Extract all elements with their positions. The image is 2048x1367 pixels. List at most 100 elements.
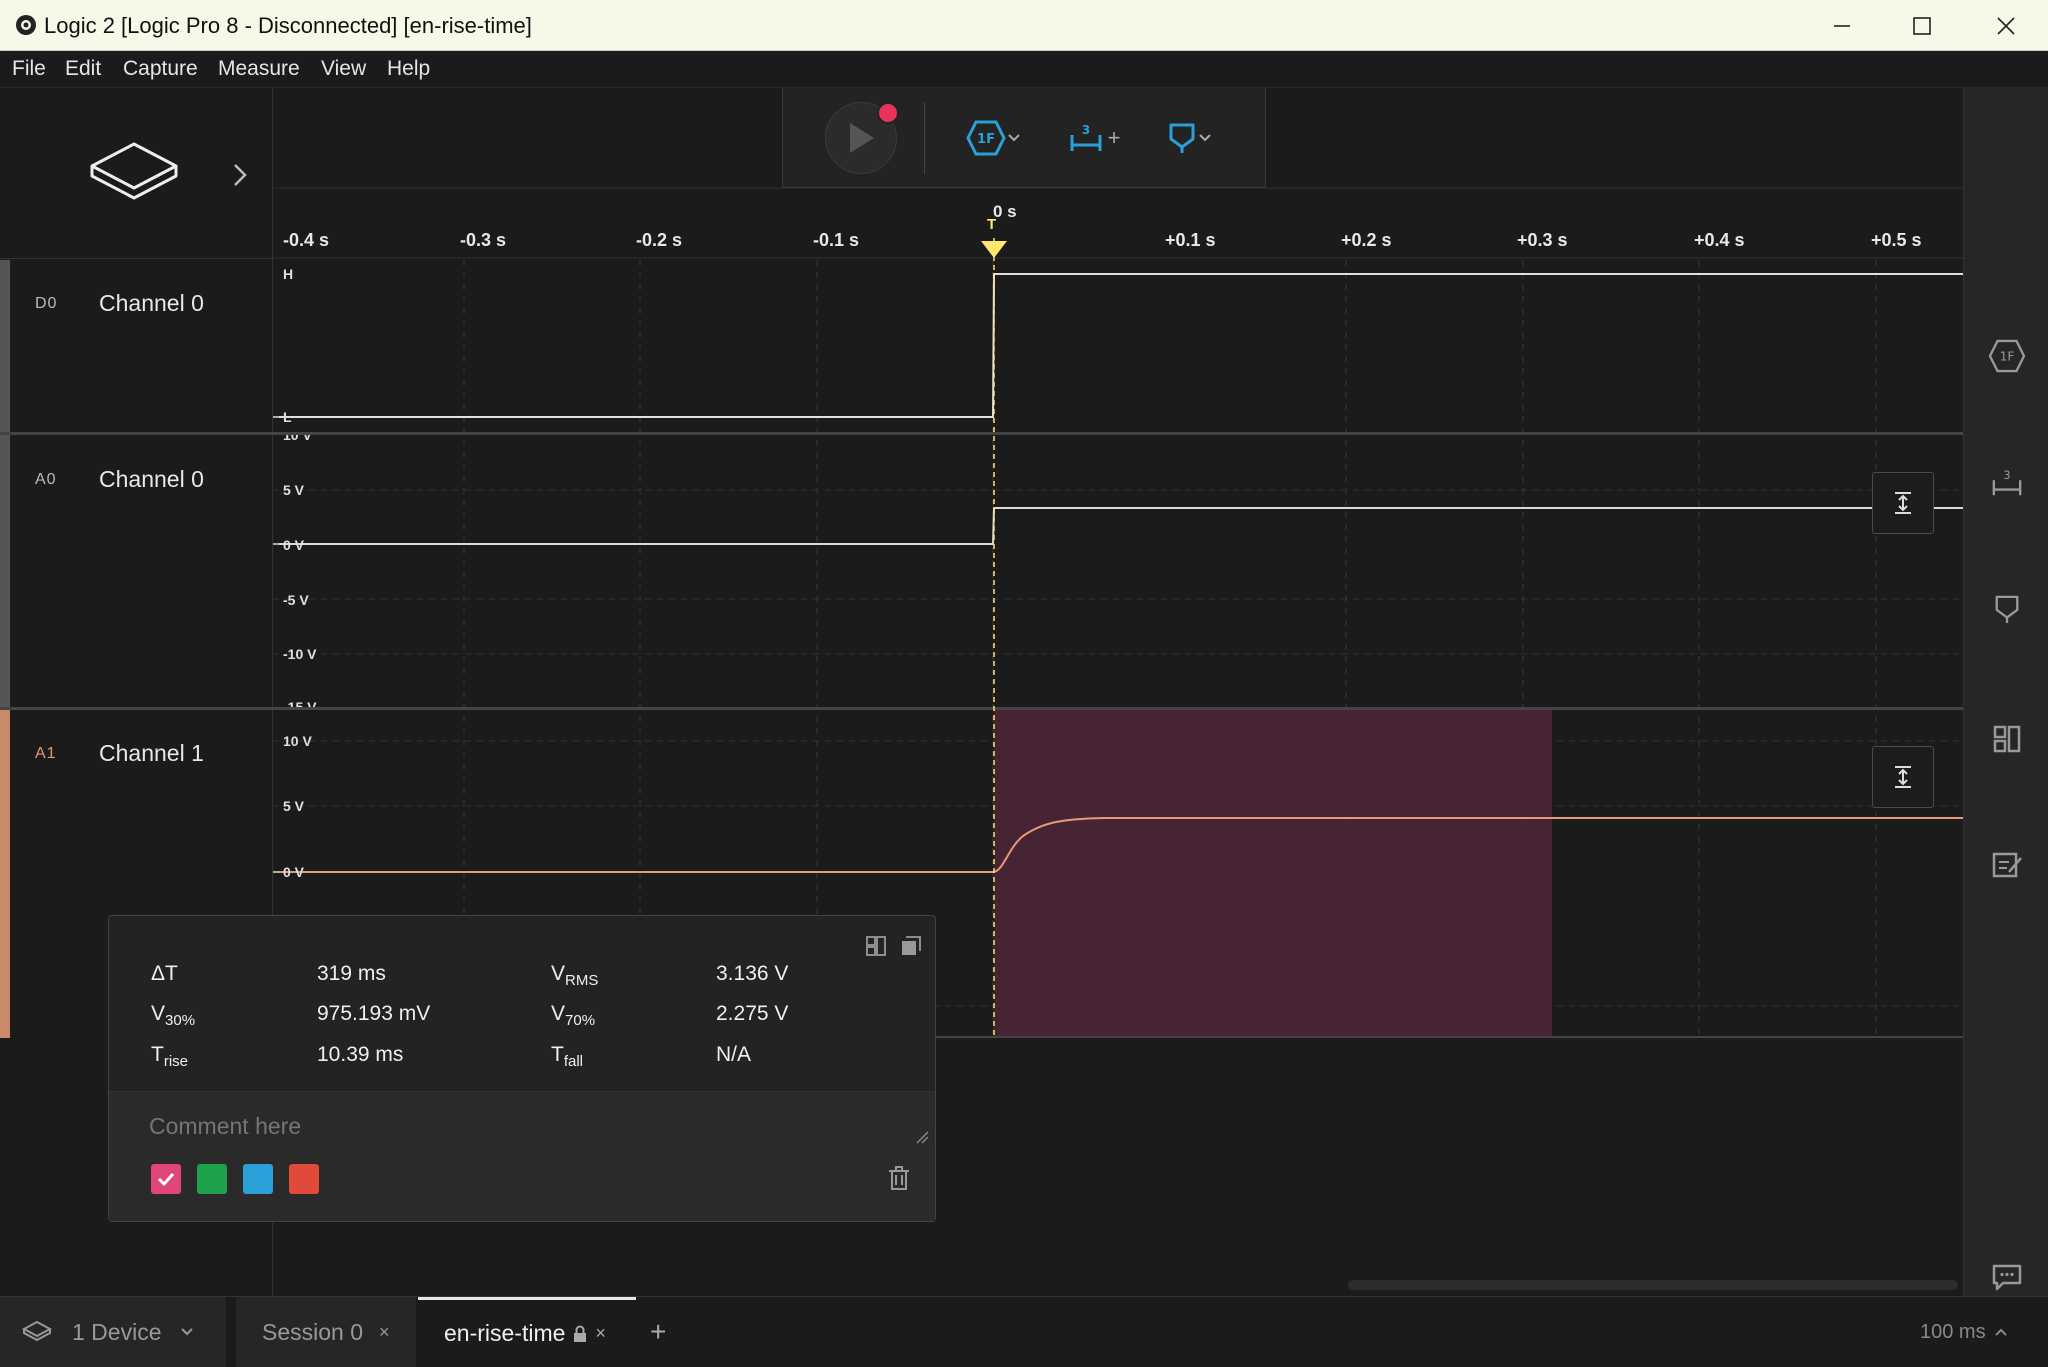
comment-bubble-icon	[1992, 1264, 2022, 1291]
level-label: L	[283, 409, 292, 425]
measurement-ruler-icon: 3	[1070, 123, 1102, 151]
comment-input[interactable]	[149, 1106, 869, 1146]
analog-autoscale-button-a1[interactable]	[1872, 746, 1934, 808]
trigger-hexagon-icon: 1F	[966, 120, 1006, 156]
trash-icon[interactable]	[887, 1166, 911, 1192]
a0-scale: 10 V 5 V 0 V -5 V -10 V -15 V	[273, 435, 393, 707]
menu-capture[interactable]: Capture	[123, 57, 198, 80]
pin-layout-icon[interactable]	[864, 934, 888, 958]
device-layers-icon	[22, 1320, 52, 1342]
svg-text:3: 3	[2003, 469, 2010, 482]
measure-label-v70: V70%	[551, 1002, 596, 1030]
measure-value-vrms: 3.136 V	[716, 962, 789, 985]
digital-trace-d0	[279, 273, 1963, 418]
menu-file[interactable]: File	[12, 57, 46, 80]
sidebar-notes-button[interactable]	[1984, 842, 2030, 888]
measurement-ruler-icon: 3	[1992, 469, 2022, 496]
plus-label: +	[1107, 125, 1121, 150]
play-icon	[850, 123, 874, 153]
channel-id-d0: D0	[35, 295, 58, 312]
color-swatch-blue[interactable]	[243, 1164, 273, 1194]
expand-panel-icon[interactable]	[230, 161, 250, 189]
measure-label-delta-t: ΔT	[151, 962, 178, 985]
level-label: -15 V	[283, 699, 317, 707]
level-label: -5 V	[283, 592, 309, 608]
channel-name-a1[interactable]: Channel 1	[99, 740, 204, 766]
chevron-up-icon	[1994, 1328, 2007, 1336]
close-tab-icon[interactable]: ×	[595, 1323, 606, 1343]
close-tab-icon[interactable]: ×	[379, 1321, 390, 1342]
measure-value-delta-t: 319 ms	[317, 962, 386, 985]
measure-label-trise: Trise	[151, 1043, 188, 1071]
device-selector[interactable]: 1 Device	[0, 1297, 226, 1367]
maximize-button[interactable]	[1882, 0, 1962, 51]
channel-color-strip-a0	[0, 435, 10, 707]
tab-label: en-rise-time	[444, 1320, 566, 1346]
measure-value-v30: 975.193 mV	[317, 1002, 431, 1025]
close-icon	[1997, 16, 2015, 35]
add-tab-button[interactable]: +	[650, 1316, 667, 1347]
level-label: H	[283, 266, 294, 282]
capture-toolbar: 1F 3 +	[782, 88, 1266, 188]
marker-flag-icon	[1169, 123, 1195, 153]
svg-text:3: 3	[1081, 123, 1089, 137]
autoscale-icon	[1895, 766, 1911, 788]
svg-text:1F: 1F	[2000, 350, 2015, 364]
channel-name-d0[interactable]: Channel 0	[99, 290, 204, 316]
time-tick: +0.1 s	[1165, 230, 1216, 250]
time-tick: +0.3 s	[1517, 230, 1568, 250]
analog-trace-a0	[279, 507, 1963, 545]
sidebar-measurements-button[interactable]: 3	[1984, 460, 2030, 506]
channel-color-strip-d0	[0, 260, 10, 434]
menu-help[interactable]: Help	[387, 57, 431, 80]
add-measurement-button[interactable]: 3 +	[1059, 116, 1129, 160]
right-sidebar: 1F 3	[1963, 88, 2048, 1353]
time-tick: +0.5 s	[1871, 230, 1922, 250]
close-button[interactable]	[1966, 0, 2046, 51]
sidebar-analyzers-button[interactable]	[1984, 716, 2030, 762]
resize-handle-icon[interactable]	[915, 1130, 929, 1144]
analog-trace-a1	[279, 817, 1963, 873]
sidebar-markers-button[interactable]	[1984, 586, 2030, 632]
menu-view[interactable]: View	[321, 57, 367, 80]
trigger-label: T	[987, 216, 997, 233]
lock-icon	[574, 1325, 587, 1342]
channel-id-a0: A0	[35, 471, 57, 488]
minimize-button[interactable]	[1802, 0, 1882, 51]
level-label: 10 V	[283, 435, 312, 443]
measure-value-trise: 10.39 ms	[317, 1043, 404, 1066]
zero-time-tick: 0 s	[993, 202, 1017, 221]
color-swatch-red[interactable]	[289, 1164, 319, 1194]
comment-section	[109, 1091, 935, 1221]
marker-settings-button[interactable]	[1155, 116, 1225, 160]
level-label: 10 V	[283, 733, 312, 749]
tab-session-0[interactable]: Session 0 ×	[236, 1297, 416, 1367]
channel-name-a0[interactable]: Channel 0	[99, 466, 204, 492]
menu-measure[interactable]: Measure	[218, 57, 300, 80]
analyzers-grid-icon	[1993, 725, 2021, 753]
sidebar-trigger-button[interactable]: 1F	[1984, 333, 2030, 379]
analog-autoscale-button-a0[interactable]	[1872, 472, 1934, 534]
level-label: 0 V	[283, 864, 305, 880]
record-indicator	[877, 102, 899, 124]
measure-label-v30: V30%	[151, 1002, 196, 1030]
color-swatch-pink[interactable]	[151, 1164, 181, 1194]
copy-icon[interactable]	[899, 934, 923, 958]
color-swatch-green[interactable]	[197, 1164, 227, 1194]
minimize-icon	[1834, 24, 1850, 27]
measurement-popup[interactable]: ΔT 319 ms VRMS 3.136 V V30% 975.193 mV V…	[108, 915, 936, 1222]
trigger-settings-button[interactable]: 1F	[959, 116, 1029, 160]
tab-en-rise-time[interactable]: en-rise-time ×	[418, 1297, 636, 1367]
time-tick: -0.4 s	[283, 230, 330, 250]
menu-bar: File Edit Capture Measure View Help	[0, 51, 2048, 88]
sidebar-comments-button[interactable]	[1984, 1254, 2030, 1300]
bottom-bar: 1 Device Session 0 × en-rise-time × + 10…	[0, 1296, 2048, 1367]
time-tick: -0.2 s	[636, 230, 683, 250]
horizontal-scrollbar[interactable]	[1348, 1280, 1958, 1290]
trigger-marker-icon[interactable]	[981, 241, 1007, 258]
time-tick: -0.1 s	[813, 230, 860, 250]
menu-edit[interactable]: Edit	[65, 57, 102, 80]
marker-flag-icon	[1995, 595, 2019, 623]
measurement-selection-region[interactable]	[994, 710, 1552, 1036]
zoom-level-indicator[interactable]: 100 ms	[1920, 1297, 2008, 1367]
